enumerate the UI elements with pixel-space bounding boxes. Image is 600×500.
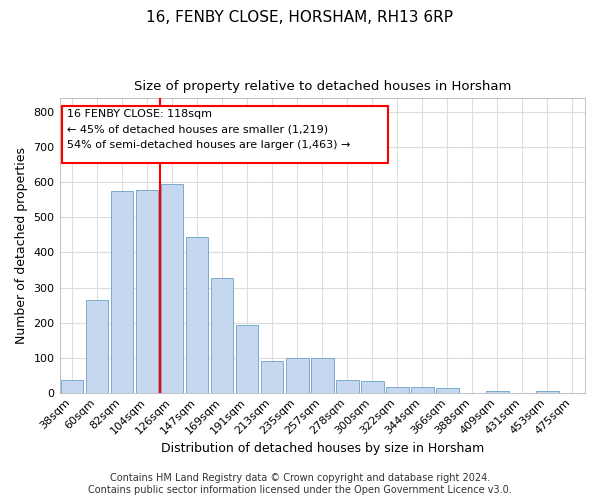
- Bar: [186, 236, 208, 392]
- Bar: [336, 380, 359, 392]
- Bar: [311, 358, 334, 392]
- Bar: [136, 190, 158, 392]
- Text: 16, FENBY CLOSE, HORSHAM, RH13 6RP: 16, FENBY CLOSE, HORSHAM, RH13 6RP: [146, 10, 454, 25]
- Bar: [61, 380, 83, 392]
- Bar: [86, 300, 109, 392]
- Bar: [261, 361, 283, 392]
- X-axis label: Distribution of detached houses by size in Horsham: Distribution of detached houses by size …: [161, 442, 484, 455]
- Bar: [386, 386, 409, 392]
- Bar: [236, 325, 259, 392]
- Bar: [161, 184, 184, 392]
- Bar: [436, 388, 458, 392]
- Bar: [536, 390, 559, 392]
- Text: 16 FENBY CLOSE: 118sqm
← 45% of detached houses are smaller (1,219)
54% of semi-: 16 FENBY CLOSE: 118sqm ← 45% of detached…: [67, 108, 351, 150]
- Bar: [411, 386, 434, 392]
- Bar: [361, 382, 383, 392]
- Y-axis label: Number of detached properties: Number of detached properties: [15, 147, 28, 344]
- Title: Size of property relative to detached houses in Horsham: Size of property relative to detached ho…: [134, 80, 511, 93]
- Bar: [286, 358, 308, 392]
- Bar: [486, 390, 509, 392]
- FancyBboxPatch shape: [62, 106, 388, 163]
- Bar: [211, 278, 233, 392]
- Bar: [111, 191, 133, 392]
- Text: Contains HM Land Registry data © Crown copyright and database right 2024.
Contai: Contains HM Land Registry data © Crown c…: [88, 474, 512, 495]
